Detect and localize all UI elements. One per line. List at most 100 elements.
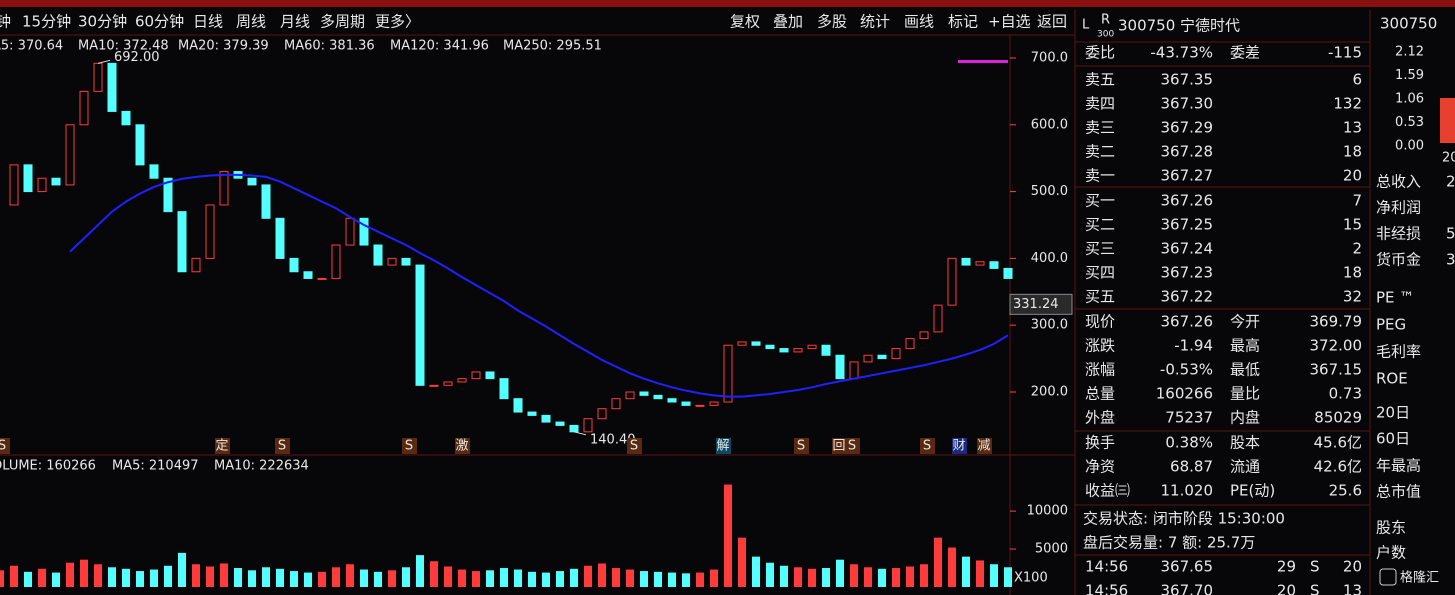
- tool-button[interactable]: 统计: [860, 13, 890, 31]
- order-price: 367.23: [1161, 264, 1214, 282]
- volume-bar: [136, 571, 144, 587]
- side-label: PE ™: [1376, 289, 1414, 307]
- legend-entry: MA120: 341.96: [390, 39, 489, 54]
- volume-bar: [612, 568, 620, 587]
- candle: [317, 277, 327, 280]
- volume-bar: [752, 556, 760, 587]
- candle: [541, 414, 551, 423]
- y-tick-label: 500.0: [1031, 184, 1068, 199]
- volume-bar: [304, 572, 312, 587]
- volume-bar: [360, 569, 368, 587]
- side-axis-label: 2.12: [1395, 45, 1424, 60]
- candle: [261, 184, 271, 219]
- event-label[interactable]: 减: [977, 439, 990, 454]
- label: 委差: [1230, 44, 1260, 62]
- volume-bar: [374, 571, 382, 587]
- order-label: 卖四: [1085, 95, 1115, 113]
- crosshair-label: 331.24: [1013, 297, 1059, 312]
- period-tab[interactable]: 60分钟: [135, 13, 184, 31]
- top-strip: [0, 0, 1455, 7]
- event-label[interactable]: S: [630, 439, 638, 454]
- volume-bar: [892, 568, 900, 587]
- candle: [37, 177, 47, 193]
- order-volume: 32: [1343, 288, 1362, 306]
- trade-count: 20: [1343, 558, 1362, 576]
- period-tab[interactable]: 15分钟: [22, 13, 71, 31]
- event-label[interactable]: S: [848, 439, 856, 454]
- event-marker: [215, 438, 230, 454]
- logo: 格隆汇: [1400, 570, 1439, 586]
- candle: [905, 338, 915, 350]
- volume-bar: [486, 570, 494, 587]
- event-label[interactable]: 激: [455, 439, 468, 454]
- tool-button[interactable]: 叠加: [773, 13, 803, 31]
- event-label[interactable]: S: [0, 439, 6, 454]
- candle: [205, 204, 215, 259]
- period-tab[interactable]: 周线: [236, 13, 266, 31]
- tool-button[interactable]: 复权: [730, 13, 760, 31]
- event-marker: [845, 438, 860, 454]
- candle: [723, 344, 733, 403]
- candle: [765, 344, 775, 350]
- volume-bar: [766, 562, 774, 587]
- volume-bar: [542, 572, 550, 587]
- tool-button[interactable]: 画线: [904, 13, 934, 31]
- volume-bar: [402, 567, 410, 587]
- order-label: 买四: [1085, 264, 1115, 282]
- legend-entry: MA10: 372.48: [78, 39, 169, 54]
- side-label: ROE: [1376, 370, 1408, 388]
- period-tab[interactable]: 月线: [280, 13, 310, 31]
- candle: [891, 348, 901, 360]
- event-label[interactable]: S: [278, 439, 286, 454]
- period-tab[interactable]: 钟: [0, 13, 11, 31]
- side-value: 3: [1446, 251, 1455, 269]
- period-tab[interactable]: 日线: [193, 13, 223, 31]
- order-label: 买二: [1085, 216, 1115, 234]
- event-label[interactable]: S: [797, 439, 805, 454]
- tool-button[interactable]: 标记: [948, 13, 978, 31]
- period-tab[interactable]: 30分钟: [78, 13, 127, 31]
- stat-label: 最高: [1230, 337, 1260, 355]
- event-label[interactable]: 财: [952, 439, 965, 454]
- period-tab[interactable]: 多周期: [320, 13, 365, 31]
- volume-bar: [248, 570, 256, 587]
- event-marker: [977, 438, 992, 454]
- tool-button[interactable]: 返回: [1037, 13, 1067, 31]
- volume-bar: [850, 564, 858, 587]
- period-tab[interactable]: 更多〉: [375, 13, 420, 31]
- candle: [975, 261, 985, 266]
- y-tick-label: 10000: [1027, 504, 1068, 519]
- volume-bar: [682, 573, 690, 587]
- event-label[interactable]: 定: [215, 439, 228, 454]
- candle: [989, 261, 999, 269]
- trade-time: 14:56: [1085, 558, 1128, 576]
- order-label: 买五: [1085, 288, 1115, 306]
- volume-bar: [990, 564, 998, 587]
- annotation: 140.40: [590, 432, 636, 447]
- event-label[interactable]: 解: [716, 439, 729, 454]
- volume-bar: [346, 564, 354, 587]
- volume-bar: [514, 569, 522, 587]
- stat-label: 内盘: [1230, 409, 1260, 427]
- volume-bar: [556, 571, 564, 587]
- event-label[interactable]: S: [923, 439, 931, 454]
- trade-side: S: [1310, 558, 1320, 576]
- event-label[interactable]: S: [405, 439, 413, 454]
- volume-bar: [38, 568, 46, 587]
- order-volume: 132: [1333, 95, 1362, 113]
- candle: [149, 164, 159, 179]
- volume-bar: [724, 484, 732, 587]
- tool-button[interactable]: 多股: [817, 13, 847, 31]
- candle: [1003, 267, 1013, 279]
- candle: [289, 257, 299, 273]
- candle: [709, 401, 719, 406]
- candle: [485, 371, 495, 380]
- side-label: 货币金: [1376, 251, 1421, 269]
- event-marker: [402, 438, 417, 454]
- volume-bar: [0, 570, 4, 587]
- event-label[interactable]: 回: [832, 439, 845, 454]
- candle: [471, 371, 481, 380]
- trade-count: 13: [1343, 582, 1362, 595]
- stat-label: 量比: [1230, 385, 1260, 403]
- tool-button[interactable]: +自选: [988, 13, 1031, 31]
